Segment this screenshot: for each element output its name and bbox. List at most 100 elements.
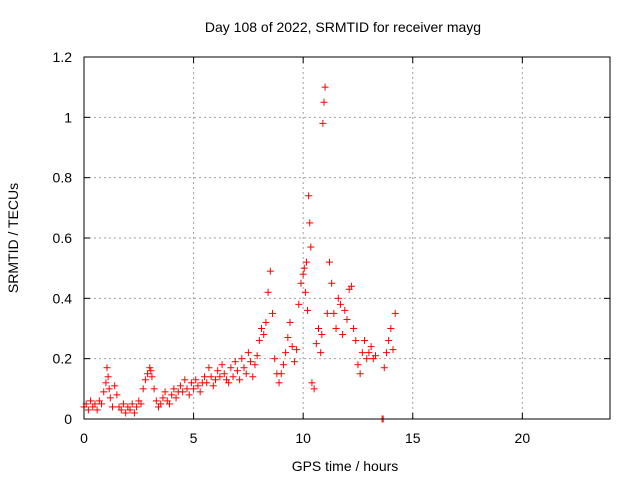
data-point — [268, 309, 276, 317]
data-point — [297, 279, 305, 287]
data-point — [122, 409, 130, 417]
data-point — [242, 370, 250, 378]
y-tick-label: 0.2 — [53, 351, 73, 367]
data-point — [130, 409, 138, 417]
data-point — [148, 373, 156, 381]
x-tick-label: 20 — [515, 430, 531, 446]
data-point — [382, 349, 390, 357]
data-point — [98, 400, 106, 408]
data-point — [117, 406, 125, 414]
data-point — [284, 334, 292, 342]
data-point — [212, 376, 219, 384]
data-point — [192, 376, 200, 384]
data-point — [190, 385, 198, 393]
data-point — [87, 397, 95, 405]
data-point — [380, 364, 388, 372]
data-point — [304, 306, 312, 314]
data-point — [170, 385, 178, 393]
data-point — [84, 406, 92, 414]
tick-labels: 0 5 10 15 20 0 0.2 0.4 0.6 0.8 1 1.2 — [53, 49, 531, 446]
data-point — [150, 385, 158, 393]
data-point — [312, 340, 320, 348]
data-point — [356, 370, 364, 378]
data-point — [111, 382, 119, 390]
data-point — [165, 400, 173, 408]
data-point — [227, 364, 235, 372]
data-point — [295, 300, 303, 308]
data-point — [301, 288, 309, 296]
data-point — [205, 364, 213, 372]
data-point — [253, 352, 261, 360]
data-point — [323, 309, 331, 317]
data-point — [325, 258, 333, 266]
data-point — [196, 388, 204, 396]
data-point — [387, 325, 395, 332]
data-point — [220, 370, 228, 378]
data-point — [339, 331, 347, 339]
data-point — [271, 355, 279, 363]
x-tick-label: 0 — [80, 430, 88, 446]
data-point — [307, 243, 315, 251]
data-point — [288, 343, 296, 351]
data-point — [176, 382, 184, 390]
data-point — [104, 373, 112, 381]
data-point — [181, 376, 189, 384]
y-tick-label: 0.6 — [53, 230, 73, 246]
data-point — [367, 343, 375, 351]
data-point — [152, 397, 160, 405]
data-point — [207, 373, 215, 381]
data-point — [203, 379, 211, 387]
data-point — [91, 400, 99, 408]
data-point — [361, 337, 369, 345]
data-point — [159, 394, 167, 402]
y-tick-label: 0.8 — [53, 170, 73, 186]
data-point — [321, 83, 329, 91]
data-point — [214, 367, 222, 375]
data-point — [168, 391, 176, 399]
y-tick-label: 1 — [64, 109, 72, 125]
data-point — [194, 382, 202, 390]
data-point — [328, 279, 336, 287]
data-point — [133, 403, 141, 411]
data-point — [113, 391, 121, 399]
data-point — [147, 367, 155, 375]
data-point — [255, 337, 263, 345]
data-point — [225, 379, 233, 387]
data-point — [286, 318, 294, 326]
data-point — [305, 192, 313, 200]
tick-marks — [83, 56, 610, 420]
data-point — [139, 385, 147, 393]
data-point — [371, 352, 379, 360]
data-point — [238, 355, 246, 363]
data-point — [385, 337, 393, 345]
data-point — [290, 358, 298, 366]
data-point — [106, 394, 114, 402]
data-point — [302, 258, 310, 266]
x-tick-label: 5 — [190, 430, 198, 446]
data-point — [233, 367, 241, 375]
data-point — [236, 376, 244, 384]
data-point — [179, 388, 187, 396]
data-point — [332, 325, 340, 332]
data-point — [209, 382, 217, 390]
data-point — [350, 325, 358, 332]
data-point — [251, 361, 259, 369]
data-point — [389, 346, 397, 354]
chart-title: Day 108 of 2022, SRMTID for receiver may… — [205, 19, 481, 35]
data-point — [128, 400, 136, 408]
data-point — [334, 294, 342, 302]
data-point — [277, 370, 285, 378]
data-point — [187, 379, 195, 387]
data-point — [137, 400, 145, 408]
data-point — [391, 309, 399, 317]
data-point — [161, 388, 169, 396]
data-point — [126, 406, 134, 414]
data-point — [146, 364, 154, 372]
data-point — [264, 288, 272, 296]
data-point — [249, 373, 257, 381]
data-point — [365, 349, 373, 357]
data-point — [108, 403, 116, 411]
grid — [84, 57, 610, 419]
y-tick-label: 0 — [64, 411, 72, 427]
